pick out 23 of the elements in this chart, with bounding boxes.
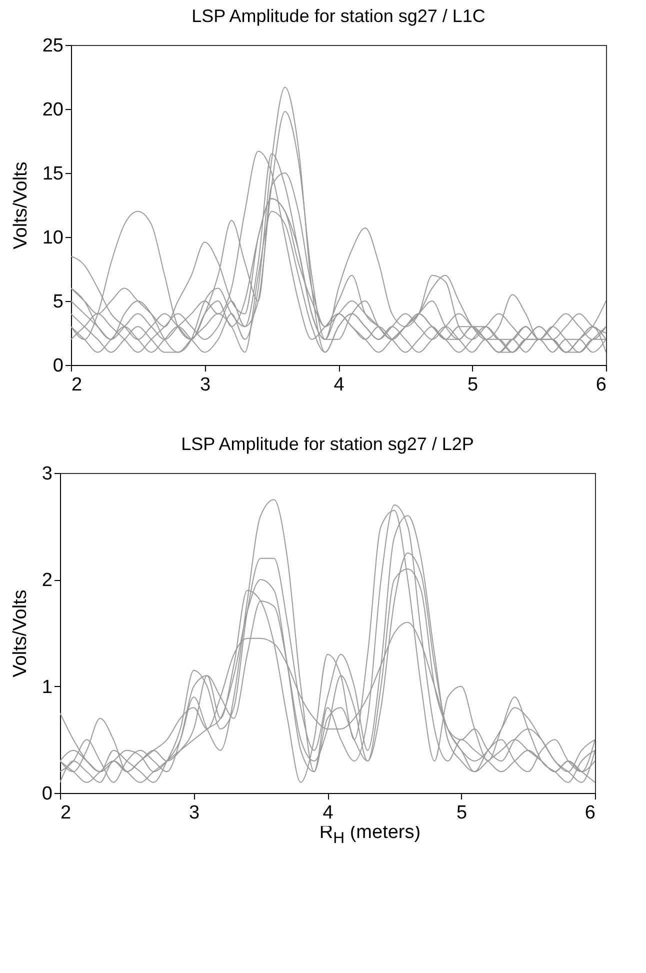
x-tick-label: 6 bbox=[584, 802, 596, 824]
x-tick-label: 5 bbox=[467, 374, 478, 396]
x-tick-label: 3 bbox=[188, 802, 200, 824]
y-tick-label: 25 bbox=[42, 36, 64, 56]
y-axis-title: Volts/Volts bbox=[10, 162, 32, 250]
y-tick-label: 15 bbox=[42, 164, 64, 184]
x-tick-label: 5 bbox=[456, 802, 468, 824]
y-tick-label: 1 bbox=[42, 676, 52, 698]
chart-title: LSP Amplitude for station sg27 / L2P bbox=[181, 434, 474, 454]
x-tick-label: 3 bbox=[200, 374, 211, 396]
y-tick-label: 3 bbox=[42, 464, 52, 484]
x-tick-label: 4 bbox=[322, 802, 334, 824]
y-tick-label: 5 bbox=[52, 292, 64, 312]
y-tick-label: 10 bbox=[42, 228, 64, 248]
y-tick-label: 0 bbox=[42, 784, 52, 804]
y-axis-title: Volts/Volts bbox=[10, 590, 31, 678]
x-tick-label: 4 bbox=[334, 374, 345, 396]
x-tick-label: 2 bbox=[72, 374, 82, 396]
y-tick-label: 0 bbox=[52, 356, 64, 376]
chart-title: LSP Amplitude for station sg27 / L1C bbox=[192, 6, 486, 26]
y-tick-label: 2 bbox=[42, 570, 52, 592]
x-tick-label: 6 bbox=[596, 374, 606, 396]
y-tick-label: 20 bbox=[42, 100, 64, 120]
